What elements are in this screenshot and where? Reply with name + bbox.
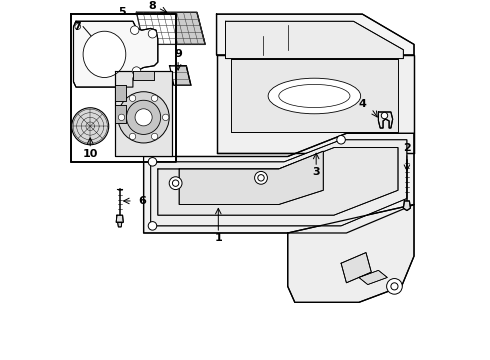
Polygon shape bbox=[118, 222, 122, 227]
Text: 9: 9 bbox=[174, 49, 182, 59]
Polygon shape bbox=[217, 55, 414, 153]
Ellipse shape bbox=[83, 31, 126, 77]
Circle shape bbox=[172, 180, 179, 186]
Circle shape bbox=[148, 158, 157, 166]
Polygon shape bbox=[144, 133, 414, 233]
Polygon shape bbox=[151, 140, 407, 226]
Circle shape bbox=[387, 279, 402, 294]
Polygon shape bbox=[72, 14, 175, 162]
Circle shape bbox=[337, 135, 345, 144]
Circle shape bbox=[129, 133, 136, 140]
Ellipse shape bbox=[268, 78, 361, 114]
Circle shape bbox=[72, 108, 109, 145]
Polygon shape bbox=[74, 21, 158, 87]
Text: 8: 8 bbox=[148, 1, 156, 11]
Circle shape bbox=[75, 24, 81, 30]
Circle shape bbox=[126, 100, 161, 134]
Ellipse shape bbox=[279, 85, 350, 108]
Circle shape bbox=[135, 109, 152, 126]
Circle shape bbox=[129, 95, 136, 102]
Polygon shape bbox=[225, 21, 403, 59]
Polygon shape bbox=[231, 59, 398, 131]
Circle shape bbox=[391, 283, 398, 290]
Polygon shape bbox=[179, 151, 323, 204]
Polygon shape bbox=[133, 71, 154, 80]
Polygon shape bbox=[137, 12, 205, 44]
Polygon shape bbox=[115, 71, 172, 157]
Text: 10: 10 bbox=[82, 149, 98, 159]
Circle shape bbox=[163, 114, 169, 121]
Circle shape bbox=[118, 114, 125, 121]
Circle shape bbox=[169, 177, 182, 190]
Text: 2: 2 bbox=[403, 143, 411, 153]
Polygon shape bbox=[403, 201, 411, 211]
Polygon shape bbox=[378, 112, 392, 128]
Circle shape bbox=[118, 92, 169, 143]
Circle shape bbox=[255, 171, 268, 184]
Text: 6: 6 bbox=[138, 196, 146, 206]
Text: 7: 7 bbox=[73, 22, 81, 32]
Text: 4: 4 bbox=[359, 99, 367, 109]
Polygon shape bbox=[158, 148, 398, 215]
Circle shape bbox=[151, 133, 158, 140]
Text: 3: 3 bbox=[312, 167, 320, 177]
Circle shape bbox=[132, 67, 141, 75]
Polygon shape bbox=[341, 253, 371, 283]
Circle shape bbox=[130, 26, 139, 35]
Polygon shape bbox=[217, 14, 414, 55]
Text: 1: 1 bbox=[215, 233, 222, 243]
Polygon shape bbox=[115, 105, 126, 123]
Polygon shape bbox=[115, 85, 126, 101]
Circle shape bbox=[151, 95, 158, 102]
Circle shape bbox=[148, 30, 157, 38]
Text: 5: 5 bbox=[119, 7, 126, 17]
Polygon shape bbox=[359, 270, 387, 285]
Polygon shape bbox=[288, 204, 414, 302]
Circle shape bbox=[381, 112, 388, 119]
Polygon shape bbox=[170, 66, 191, 85]
Circle shape bbox=[258, 175, 264, 181]
Circle shape bbox=[148, 222, 157, 230]
Polygon shape bbox=[116, 215, 123, 222]
